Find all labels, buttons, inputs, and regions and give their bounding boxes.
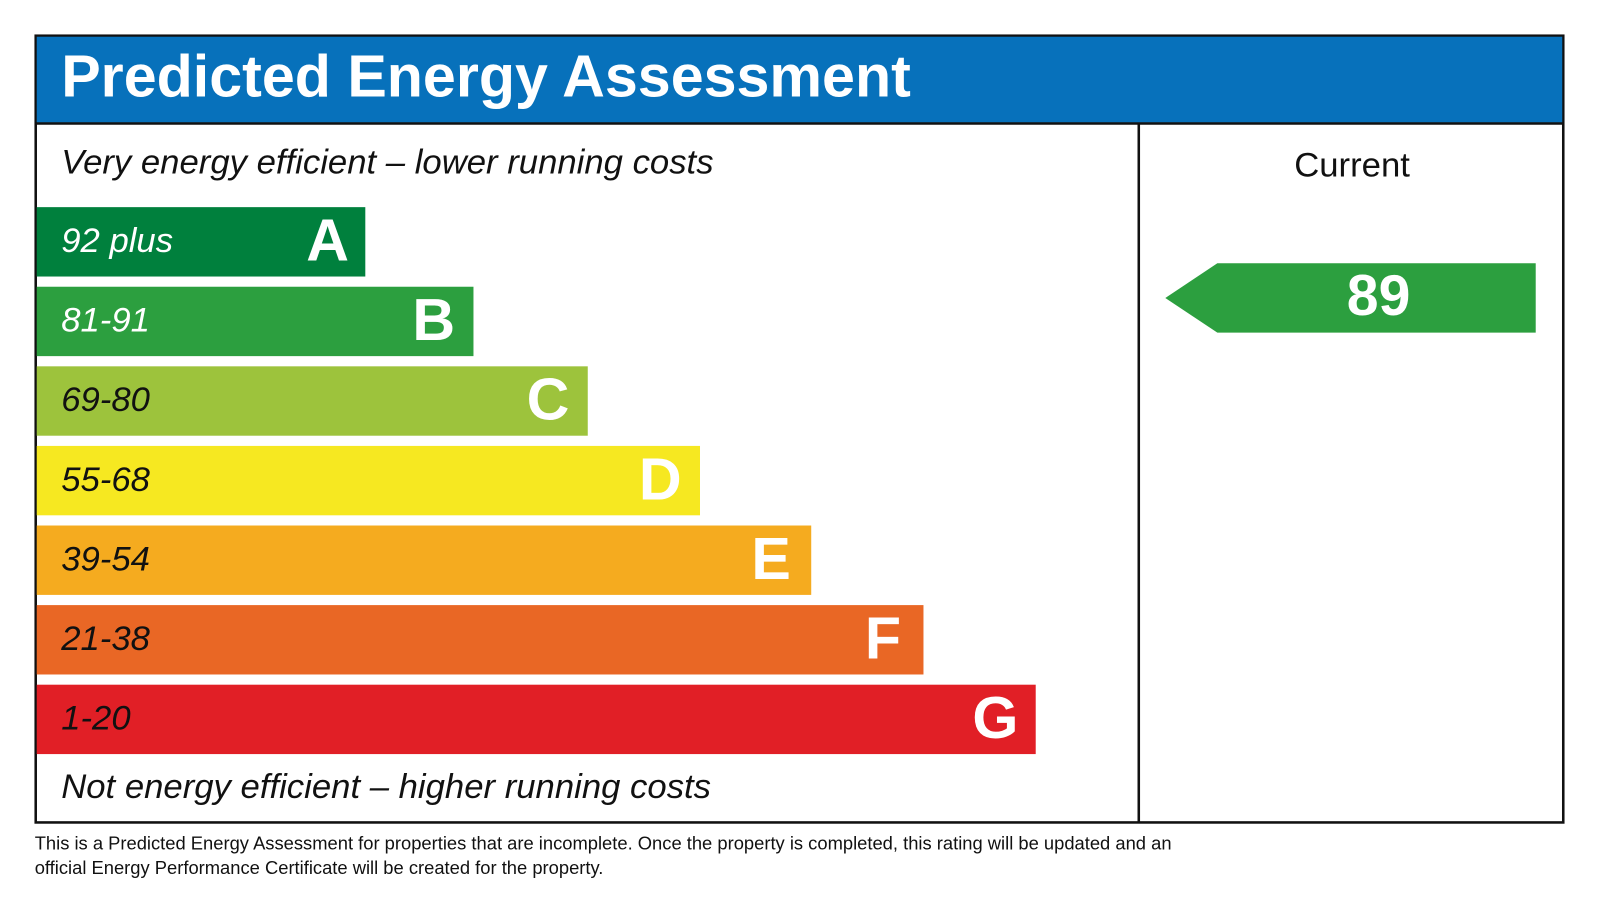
band-range: 92 plus xyxy=(61,222,173,260)
top-caption: Very energy efficient – lower running co… xyxy=(61,143,713,181)
footer-line: This is a Predicted Energy Assessment fo… xyxy=(35,833,1172,854)
band-letter: A xyxy=(306,207,349,274)
footer-line: official Energy Performance Certificate … xyxy=(35,857,604,878)
band-letter: E xyxy=(751,525,790,592)
band-bar xyxy=(36,207,366,277)
band-bar xyxy=(36,286,474,357)
band-range: 55-68 xyxy=(61,461,150,499)
current-value: 89 xyxy=(1347,264,1411,328)
band-bar xyxy=(36,445,701,516)
band-letter: D xyxy=(639,445,682,512)
band-letter: B xyxy=(412,286,455,353)
band-range: 81-91 xyxy=(61,302,150,340)
band-range: 1-20 xyxy=(61,700,130,738)
header-bar xyxy=(36,36,1563,123)
band-range: 21-38 xyxy=(60,620,150,658)
band-range: 69-80 xyxy=(61,381,150,419)
title: Predicted Energy Assessment xyxy=(61,42,911,109)
band-range: 39-54 xyxy=(61,540,150,578)
bottom-caption: Not energy efficient – higher running co… xyxy=(61,768,711,806)
band-bar xyxy=(36,366,588,436)
band-letter: G xyxy=(972,684,1018,751)
current-header: Current xyxy=(1294,147,1410,185)
current-arrow xyxy=(1165,263,1536,333)
band-bar xyxy=(36,684,1036,755)
outer-frame xyxy=(34,34,1565,824)
band-bar xyxy=(36,605,924,675)
band-letter: C xyxy=(527,366,570,433)
band-bar xyxy=(36,525,812,595)
band-letter: F xyxy=(865,604,901,671)
